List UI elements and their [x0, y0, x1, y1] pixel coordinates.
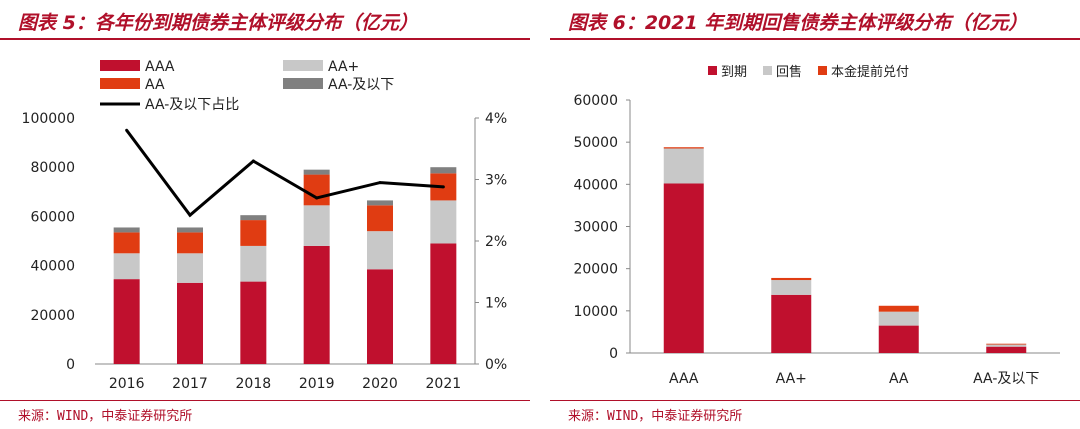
left-chart-svg: 0 20000 40000 60000 80000 100000 0% 1% 2% 3% 4% 201… — [22, 59, 508, 392]
bar-series-1 — [771, 294, 812, 353]
left-chart-panel: 图表 5：各年份到期债券主体评级分布（亿元） 0 20000 40000 60000 8… — [0, 0, 530, 429]
share-point — [188, 213, 192, 217]
y-tick-label: 20000 — [573, 262, 618, 278]
left-source-rule — [0, 400, 530, 401]
y-tick-label: 30000 — [573, 220, 618, 236]
right-title-rule — [550, 38, 1080, 40]
y-tick-label: 40000 — [30, 259, 75, 275]
x-tick-label: 2016 — [109, 376, 145, 392]
y-tick-label: 0 — [66, 357, 75, 373]
y2-tick-label: 4% — [485, 111, 507, 127]
bar-series-2 — [663, 148, 704, 184]
bar-aa — [240, 245, 267, 282]
legend-label: AA+ — [328, 59, 359, 75]
share-point — [441, 185, 445, 189]
bar-aaa — [430, 243, 457, 364]
bar-series-3 — [771, 277, 812, 281]
x-tick-label: AAA — [669, 371, 699, 387]
share-point — [315, 196, 319, 200]
bar-aa — [240, 220, 267, 246]
y-tick-label: 20000 — [30, 308, 75, 324]
bar-series-1 — [663, 183, 704, 353]
right-chart-title: 图表 6：2021 年到期回售债券主体评级分布（亿元） — [568, 12, 1028, 34]
bar-aa — [367, 205, 393, 232]
legend-swatch — [100, 60, 140, 71]
y-tick-label: 60000 — [30, 209, 75, 225]
x-tick-label: 2020 — [362, 376, 398, 392]
legend-swatch — [283, 60, 323, 71]
y-tick-label: 0 — [609, 346, 618, 362]
bar-aa — [177, 253, 203, 283]
legend-swatch — [283, 78, 323, 89]
bar-aa — [113, 232, 140, 254]
legend-label: AA-及以下占比 — [145, 97, 239, 113]
bar-aaa — [303, 245, 330, 364]
right-source-note: 来源：WIND，中泰证券研究所 — [568, 409, 743, 424]
legend-label: 到期 — [721, 65, 747, 80]
share-point — [251, 159, 255, 163]
legend-label: AA — [145, 77, 165, 93]
legend-label: AAA — [145, 59, 175, 75]
y2-tick-label: 0% — [485, 357, 507, 373]
right-chart-panel: 图表 6：2021 年到期回售债券主体评级分布（亿元） 0 10000 20000 3… — [550, 0, 1080, 429]
x-tick-label: AA+ — [776, 371, 807, 387]
bar-series-2 — [878, 311, 919, 326]
x-tick-label: 2017 — [172, 376, 208, 392]
bar-aaa — [177, 282, 203, 364]
x-tick-label: 2019 — [299, 376, 335, 392]
bar-aa — [430, 167, 457, 174]
y-tick-label: 100000 — [22, 111, 75, 127]
left-chart-title: 图表 5：各年份到期债券主体评级分布（亿元） — [18, 12, 418, 34]
right-chart-svg: 0 10000 20000 30000 40000 50000 60000 AAA AA+ AA A… — [573, 64, 1060, 387]
legend-swatch — [100, 78, 140, 89]
left-title-rule — [0, 38, 530, 40]
bar-series-2 — [771, 280, 812, 295]
y2-tick-label: 1% — [485, 296, 507, 312]
share-point — [125, 128, 129, 132]
bar-aa — [367, 200, 393, 206]
bar-aa — [240, 215, 267, 221]
legend-swatch — [763, 66, 772, 75]
bar-aaa — [367, 269, 393, 364]
bar-series-3 — [878, 305, 919, 312]
y-tick-label: 10000 — [573, 304, 618, 320]
legend-swatch — [818, 66, 827, 75]
bar-aa — [367, 231, 393, 270]
bar-series-1 — [986, 346, 1027, 353]
bar-aa — [113, 253, 140, 280]
share-point — [378, 181, 382, 185]
y-tick-label: 60000 — [573, 93, 618, 109]
bar-series-3 — [986, 343, 1027, 345]
bar-series-3 — [663, 147, 704, 149]
bar-series-2 — [986, 344, 1027, 347]
y-tick-label: 40000 — [573, 177, 618, 193]
bar-aa — [113, 227, 140, 233]
bar-aa — [303, 169, 330, 175]
right-source-rule — [550, 400, 1080, 401]
legend-swatch — [708, 66, 717, 75]
bar-aa — [177, 232, 203, 254]
bar-series-1 — [878, 325, 919, 353]
left-source-note: 来源：WIND，中泰证券研究所 — [18, 409, 193, 424]
bar-aa — [303, 174, 330, 206]
y2-tick-label: 3% — [485, 173, 507, 189]
x-tick-label: AA-及以下 — [973, 371, 1039, 387]
x-tick-label: AA — [889, 371, 909, 387]
legend-label: 回售 — [776, 64, 802, 80]
legend-label: 本金提前兑付 — [831, 64, 909, 80]
share-line — [125, 129, 444, 218]
bar-aa — [430, 200, 457, 244]
y-tick-label: 50000 — [573, 135, 618, 151]
legend-label: AA-及以下 — [328, 77, 394, 93]
y2-tick-label: 2% — [485, 234, 507, 250]
bar-aa — [303, 205, 330, 246]
bar-aa — [177, 227, 203, 233]
bar-aaa — [240, 281, 267, 364]
x-tick-label: 2021 — [426, 376, 462, 392]
bar-aaa — [113, 279, 140, 364]
x-tick-label: 2018 — [236, 376, 272, 392]
y-tick-label: 80000 — [30, 160, 75, 176]
